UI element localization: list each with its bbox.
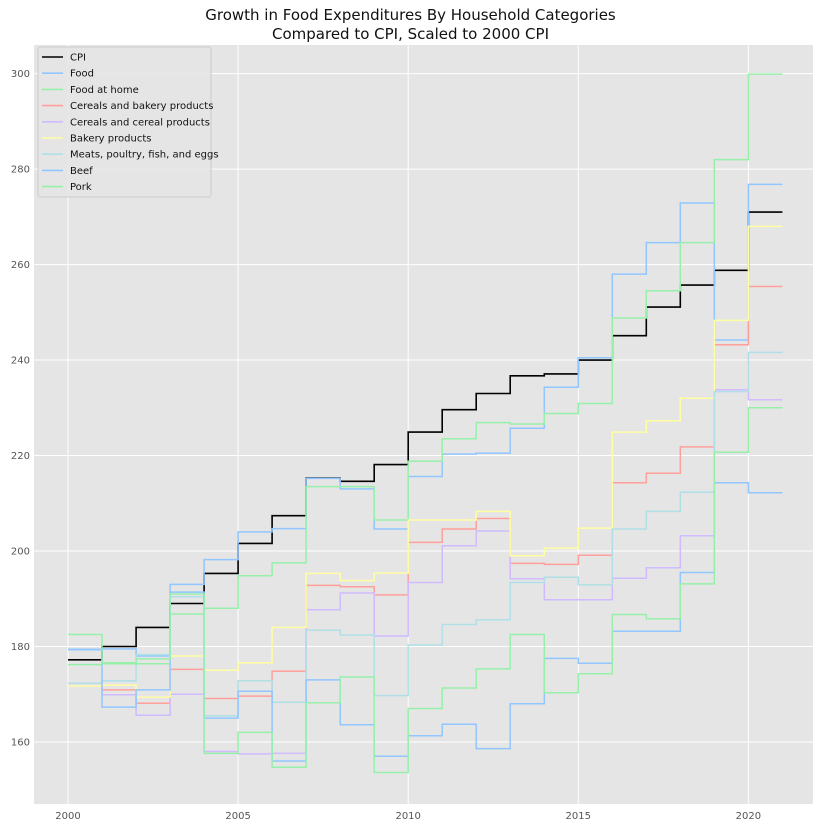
series-line-food [68, 183, 783, 657]
legend-label-cpi: CPI [70, 53, 86, 64]
series-line-meats-poultry-fish-and-eggs [68, 351, 783, 717]
x-tick-label: 2010 [395, 811, 420, 822]
y-tick-label: 160 [11, 737, 30, 748]
legend-label-meats-poultry-fish-and-eggs: Meats, poultry, fish, and eggs [70, 150, 219, 161]
series-line-cpi [68, 211, 783, 661]
series-line-food-at-home [68, 73, 783, 666]
y-tick-label: 260 [11, 260, 30, 271]
legend-label-beef: Beef [70, 166, 93, 177]
y-tick-label: 280 [11, 165, 30, 176]
legend: CPI Food Food at home Cereals and bakery pr… [37, 46, 219, 198]
series-line-cereals-and-bakery-products [68, 285, 783, 705]
legend-box [37, 46, 212, 198]
legend-label-food-at-home: Food at home [70, 85, 139, 96]
chart-subtitle: Compared to CPI, Scaled to 2000 CPI [272, 25, 549, 43]
series-line-pork [68, 407, 783, 774]
x-tick-label: 2005 [225, 811, 250, 822]
series-layer [68, 73, 783, 774]
legend-label-cereals-and-bakery-products: Cereals and bakery products [70, 101, 213, 112]
y-tick-label: 200 [11, 547, 30, 558]
x-tick-label: 2020 [736, 811, 761, 822]
y-tick-label: 180 [11, 642, 30, 653]
y-tick-label: 220 [11, 451, 30, 462]
x-tick-label: 2000 [55, 811, 80, 822]
legend-label-pork: Pork [70, 182, 92, 193]
y-tick-label: 300 [11, 69, 30, 80]
y-tick-label: 240 [11, 356, 30, 367]
x-tick-label: 2015 [566, 811, 591, 822]
legend-label-food: Food [70, 69, 94, 80]
tick-layer: 2000 2005 2010 2015 2020 160 180 200 220 240 260 28… [11, 69, 761, 822]
legend-label-cereals-and-cereal-products: Cereals and cereal products [70, 117, 210, 128]
series-line-cereals-and-cereal-products [68, 388, 783, 755]
legend-label-bakery-products: Bakery products [70, 134, 151, 145]
chart-title: Growth in Food Expenditures By Household… [205, 6, 616, 24]
series-line-bakery-products [68, 225, 783, 698]
